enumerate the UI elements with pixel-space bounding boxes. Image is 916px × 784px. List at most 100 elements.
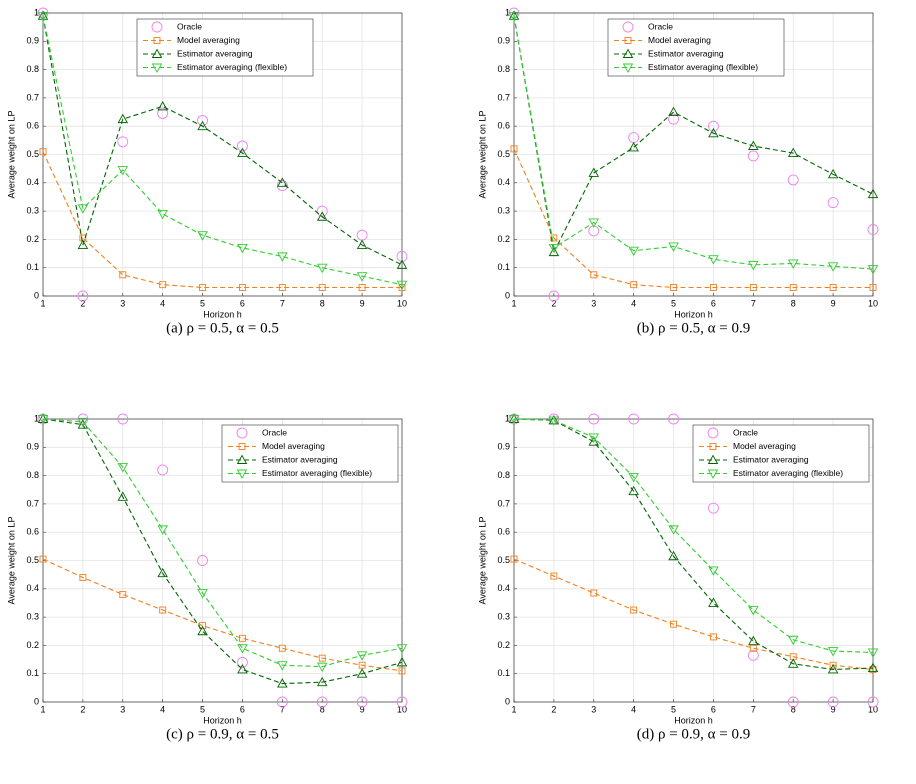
caption: (d) ρ = 0.9, α = 0.9 — [637, 726, 751, 742]
y-tick-label: 0 — [34, 696, 39, 706]
marker — [197, 120, 208, 131]
marker — [747, 649, 759, 661]
legend-label: Model averaging — [733, 441, 796, 451]
marker — [356, 239, 368, 250]
marker — [316, 662, 328, 673]
marker — [590, 271, 598, 279]
legend-label: Estimator averaging (flexible) — [648, 62, 758, 72]
marker — [37, 10, 49, 20]
legend-marker — [151, 21, 163, 33]
marker — [396, 250, 408, 262]
marker — [630, 606, 638, 614]
marker — [748, 635, 759, 646]
x-tick-label: 4 — [160, 704, 165, 714]
legend-marker — [622, 48, 634, 58]
legend-marker — [707, 427, 719, 439]
marker — [157, 209, 168, 220]
y-tick-label: 0.7 — [26, 92, 39, 102]
y-tick-label: 0.3 — [497, 205, 510, 215]
marker — [277, 661, 288, 671]
x-tick-label: 2 — [80, 704, 85, 714]
marker — [668, 106, 679, 116]
x-tick-label: 4 — [631, 298, 636, 308]
x-tick-label: 4 — [160, 298, 165, 308]
marker — [37, 415, 49, 425]
marker — [628, 142, 639, 152]
y-tick-label: 0.1 — [497, 262, 510, 272]
marker — [318, 284, 326, 291]
marker — [278, 644, 286, 652]
marker — [827, 197, 839, 209]
legend-label: Estimator averaging (flexible) — [262, 468, 372, 478]
marker — [668, 413, 680, 425]
marker — [157, 108, 169, 119]
marker — [827, 168, 839, 179]
y-tick-label: 0.2 — [497, 234, 510, 244]
marker — [827, 647, 839, 657]
series-line — [42, 151, 402, 289]
marker — [197, 115, 209, 126]
marker — [749, 284, 757, 291]
marker — [787, 658, 799, 668]
series-line — [513, 15, 874, 270]
marker — [670, 620, 678, 628]
marker — [748, 140, 759, 150]
legend-label: Oracle — [733, 427, 758, 437]
series-line — [42, 15, 403, 286]
x-tick-label: 9 — [360, 298, 365, 308]
y-tick-label: 0.6 — [497, 527, 510, 537]
marker — [827, 696, 839, 708]
marker — [119, 591, 127, 598]
y-tick-label: 0.7 — [497, 92, 510, 102]
marker — [548, 243, 560, 254]
legend-label: Estimator averaging — [733, 454, 809, 464]
x-tick-label: 6 — [711, 704, 716, 714]
x-tick-label: 3 — [591, 298, 596, 308]
y-tick-label: 0.8 — [26, 470, 39, 480]
marker — [197, 555, 209, 566]
marker — [37, 11, 49, 22]
marker — [787, 635, 799, 646]
y-tick-label: 0.5 — [497, 149, 510, 159]
marker — [199, 622, 207, 630]
legend-marker — [236, 469, 248, 479]
y-tick-label: 0.3 — [26, 205, 39, 215]
marker — [748, 260, 759, 271]
marker — [789, 284, 797, 291]
series-line — [42, 418, 403, 685]
legend-label: Oracle — [262, 427, 287, 437]
x-tick-label: 10 — [868, 704, 878, 714]
marker — [276, 180, 288, 192]
y-axis-label: Average weight on LP — [477, 517, 487, 605]
marker — [550, 234, 558, 242]
marker — [668, 525, 679, 535]
marker — [396, 644, 408, 654]
series-line — [42, 418, 403, 668]
marker — [829, 284, 837, 291]
y-tick-label: 0.6 — [497, 121, 510, 131]
marker — [39, 555, 47, 563]
x-axis-label: Horizon h — [674, 715, 713, 725]
marker — [827, 664, 839, 674]
marker — [197, 231, 208, 241]
legend-label: Oracle — [177, 21, 202, 31]
y-tick-label: 0.6 — [26, 527, 39, 537]
y-tick-label: 0.9 — [26, 442, 39, 452]
marker — [398, 667, 406, 675]
marker — [356, 668, 368, 678]
marker — [236, 140, 248, 152]
marker — [77, 413, 89, 425]
marker — [117, 113, 129, 124]
legend-marker — [236, 427, 248, 439]
marker — [316, 676, 328, 687]
marker — [237, 243, 248, 254]
x-tick-label: 7 — [751, 298, 756, 308]
series-line — [42, 15, 403, 266]
marker — [318, 654, 326, 662]
marker — [77, 417, 89, 428]
legend-marker — [707, 469, 719, 479]
marker — [356, 696, 368, 708]
series-line — [513, 15, 874, 254]
marker — [747, 150, 759, 162]
